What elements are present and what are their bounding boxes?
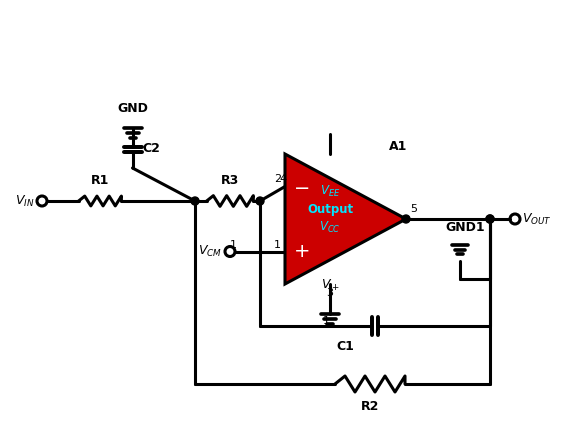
Text: 1: 1 (274, 240, 281, 250)
Text: $V_{CC}$: $V_{CC}$ (319, 220, 341, 234)
Text: R3: R3 (221, 174, 239, 187)
Text: 1: 1 (230, 240, 237, 250)
Text: $-$: $-$ (293, 177, 309, 196)
Text: $V_{OUT}$: $V_{OUT}$ (522, 211, 552, 227)
Text: $+$: $+$ (293, 242, 309, 261)
Text: 4: 4 (280, 174, 287, 184)
Polygon shape (285, 154, 406, 284)
Text: $V_{IN}$: $V_{IN}$ (15, 194, 34, 209)
Text: 3: 3 (327, 288, 333, 298)
Circle shape (402, 215, 410, 223)
Text: $V_+$: $V_+$ (321, 278, 339, 293)
Text: 1: 1 (323, 316, 330, 326)
Circle shape (486, 215, 494, 223)
Text: GND1: GND1 (445, 221, 485, 234)
Circle shape (486, 215, 494, 223)
Text: R2: R2 (361, 400, 379, 413)
Text: $V_{EE}$: $V_{EE}$ (320, 184, 340, 198)
Circle shape (191, 197, 199, 205)
Text: 5: 5 (410, 204, 417, 214)
Text: Output: Output (307, 203, 353, 216)
Text: GND: GND (117, 102, 148, 115)
Text: 2: 2 (274, 174, 281, 184)
Text: R1: R1 (91, 174, 109, 187)
Text: $V_{CM}$: $V_{CM}$ (198, 244, 222, 259)
Circle shape (256, 197, 264, 205)
Text: A1: A1 (389, 139, 407, 152)
Text: C2: C2 (142, 142, 160, 155)
Text: C1: C1 (336, 340, 354, 353)
